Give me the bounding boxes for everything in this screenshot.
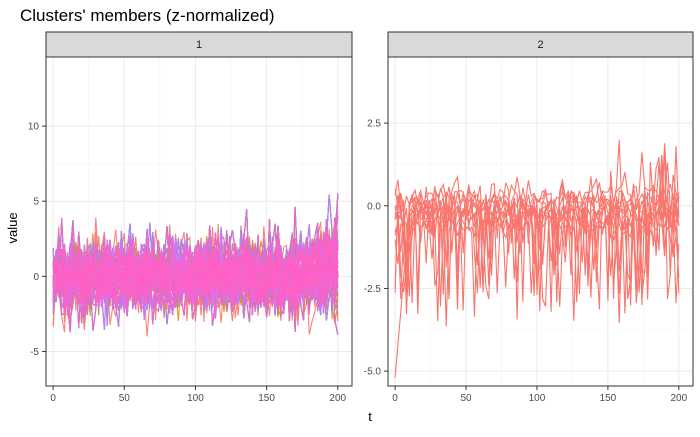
y-tick-label: 10 [28, 122, 40, 133]
y-tick-label: 0 [33, 272, 39, 283]
x-tick-label: 100 [187, 393, 204, 404]
strip-2 [387, 31, 694, 58]
series-group-1 [52, 193, 339, 337]
y-tick-label: -5.0 [364, 367, 382, 378]
y-tick-label: 0.0 [367, 201, 381, 212]
x-tick-label: 150 [600, 393, 617, 404]
grid-1 [46, 57, 352, 386]
series-line [394, 205, 680, 327]
chart-title: Clusters' members (z-normalized) [20, 6, 275, 25]
panel-border-2 [387, 56, 694, 387]
series-line [52, 217, 339, 326]
x-tick-label: 50 [119, 393, 131, 404]
y-axis-label: value [5, 212, 20, 243]
series-line [52, 206, 339, 319]
series-group-2 [394, 139, 680, 378]
x-axis-label: t [368, 409, 372, 424]
panel-border-1 [45, 56, 353, 387]
series-line [394, 139, 680, 312]
strip-label-2: 2 [537, 39, 543, 51]
x-tick-label: 100 [529, 393, 546, 404]
panel-2: 2 0 50 100 150 200 -5.0 -2.5 0.0 2.5 [364, 31, 694, 404]
y-tick-label: -5 [30, 347, 39, 358]
series-line [394, 143, 680, 310]
strip-1 [45, 31, 353, 58]
strip-label-1: 1 [196, 39, 202, 51]
y-tick-label: 2.5 [367, 119, 381, 130]
series-line [394, 148, 680, 300]
x-tick-label: 0 [392, 393, 398, 404]
x-tick-label: 200 [329, 393, 346, 404]
x-tick-label: 150 [258, 393, 275, 404]
x-tick-label: 200 [670, 393, 687, 404]
y-tick-label: 5 [33, 197, 39, 208]
x-tick-label: 0 [50, 393, 56, 404]
y-tick-label: -2.5 [364, 284, 382, 295]
series-line [394, 162, 680, 300]
x-tick-label: 50 [460, 393, 472, 404]
